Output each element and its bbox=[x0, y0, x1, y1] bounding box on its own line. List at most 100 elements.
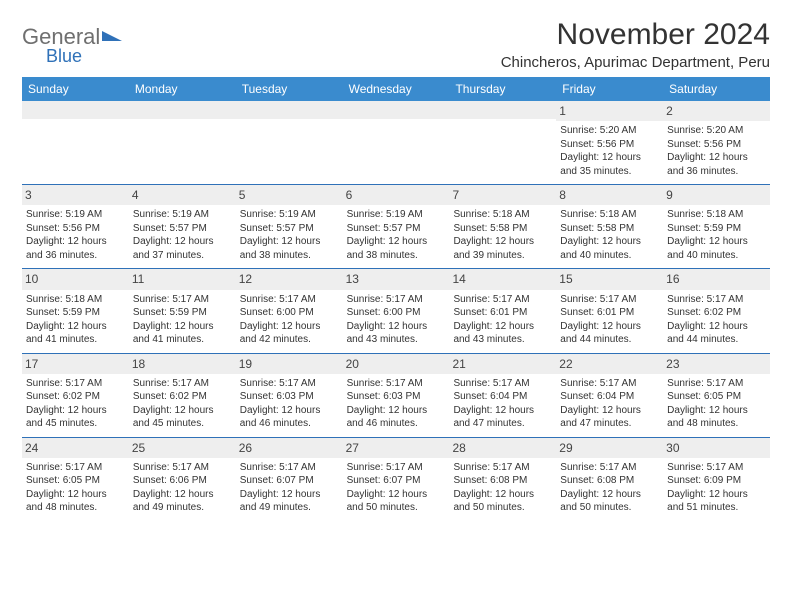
calendar-day: 30Sunrise: 5:17 AMSunset: 6:09 PMDayligh… bbox=[663, 438, 770, 521]
location: Chincheros, Apurimac Department, Peru bbox=[501, 54, 770, 71]
sunrise-text: Sunrise: 5:17 AM bbox=[26, 461, 125, 475]
calendar-day: 25 Sunrise: 5:17 AMSunset: 6:06 PMDayligh… bbox=[129, 438, 236, 521]
day-number: 27 bbox=[343, 438, 450, 458]
daylight-text: Daylight: 12 hours and 44 minutes. bbox=[560, 320, 659, 347]
sunset-text: Sunset: 5:56 PM bbox=[26, 222, 125, 236]
sunset-text: Sunset: 6:04 PM bbox=[560, 390, 659, 404]
sunset-text: Sunset: 6:07 PM bbox=[240, 474, 339, 488]
calendar-day: 15Sunrise: 5:17 AMSunset: 6:01 PMDayligh… bbox=[556, 269, 663, 352]
calendar-day: 2Sunrise: 5:20 AMSunset: 5:56 PMDaylight… bbox=[663, 101, 770, 184]
day-number: 17 bbox=[22, 354, 129, 374]
calendar-week: 1Sunrise: 5:20 AMSunset: 5:56 PMDaylight… bbox=[22, 101, 770, 184]
sunrise-text: Sunrise: 5:20 AM bbox=[667, 124, 766, 138]
daylight-text: Daylight: 12 hours and 50 minutes. bbox=[453, 488, 552, 515]
sunrise-text: Sunrise: 5:17 AM bbox=[133, 377, 232, 391]
weekday-label: Friday bbox=[556, 77, 663, 101]
calendar-day: 23Sunrise: 5:17 AMSunset: 6:05 PMDayligh… bbox=[663, 354, 770, 437]
calendar-day: 5Sunrise: 5:19 AMSunset: 5:57 PMDaylight… bbox=[236, 185, 343, 268]
sunset-text: Sunset: 6:00 PM bbox=[347, 306, 446, 320]
day-number: 26 bbox=[236, 438, 343, 458]
sunset-text: Sunset: 6:03 PM bbox=[240, 390, 339, 404]
daylight-text: Daylight: 12 hours and 40 minutes. bbox=[560, 235, 659, 262]
calendar: Sunday Monday Tuesday Wednesday Thursday… bbox=[22, 77, 770, 521]
day-number: 3 bbox=[22, 185, 129, 205]
sunrise-text: Sunrise: 5:17 AM bbox=[240, 461, 339, 475]
day-number: 14 bbox=[449, 269, 556, 289]
daylight-text: Daylight: 12 hours and 48 minutes. bbox=[667, 404, 766, 431]
day-number: 19 bbox=[236, 354, 343, 374]
sunset-text: Sunset: 5:56 PM bbox=[560, 138, 659, 152]
daylight-text: Daylight: 12 hours and 51 minutes. bbox=[667, 488, 766, 515]
day-number: 20 bbox=[343, 354, 450, 374]
sunrise-text: Sunrise: 5:17 AM bbox=[133, 293, 232, 307]
sunrise-text: Sunrise: 5:17 AM bbox=[667, 293, 766, 307]
sunrise-text: Sunrise: 5:18 AM bbox=[667, 208, 766, 222]
day-number: 30 bbox=[663, 438, 770, 458]
daylight-text: Daylight: 12 hours and 48 minutes. bbox=[26, 488, 125, 515]
sunset-text: Sunset: 6:02 PM bbox=[26, 390, 125, 404]
sunrise-text: Sunrise: 5:18 AM bbox=[560, 208, 659, 222]
calendar-day: 26Sunrise: 5:17 AMSunset: 6:07 PMDayligh… bbox=[236, 438, 343, 521]
day-number: 4 bbox=[129, 185, 236, 205]
sunset-text: Sunset: 6:06 PM bbox=[133, 474, 232, 488]
calendar-week: 24Sunrise: 5:17 AMSunset: 6:05 PMDayligh… bbox=[22, 437, 770, 521]
calendar-day bbox=[343, 101, 450, 184]
calendar-day: 20Sunrise: 5:17 AMSunset: 6:03 PMDayligh… bbox=[343, 354, 450, 437]
day-number: 11 bbox=[129, 269, 236, 289]
day-number: 25 bbox=[129, 438, 236, 458]
sunset-text: Sunset: 5:59 PM bbox=[26, 306, 125, 320]
sunrise-text: Sunrise: 5:17 AM bbox=[133, 461, 232, 475]
sunset-text: Sunset: 6:07 PM bbox=[347, 474, 446, 488]
calendar-day: 9Sunrise: 5:18 AMSunset: 5:59 PMDaylight… bbox=[663, 185, 770, 268]
sunset-text: Sunset: 6:02 PM bbox=[133, 390, 232, 404]
calendar-day: 17Sunrise: 5:17 AMSunset: 6:02 PMDayligh… bbox=[22, 354, 129, 437]
day-number: 15 bbox=[556, 269, 663, 289]
sunrise-text: Sunrise: 5:17 AM bbox=[453, 377, 552, 391]
sunrise-text: Sunrise: 5:17 AM bbox=[240, 377, 339, 391]
daylight-text: Daylight: 12 hours and 45 minutes. bbox=[26, 404, 125, 431]
calendar-day: 28Sunrise: 5:17 AMSunset: 6:08 PMDayligh… bbox=[449, 438, 556, 521]
calendar-day: 14Sunrise: 5:17 AMSunset: 6:01 PMDayligh… bbox=[449, 269, 556, 352]
day-number bbox=[129, 101, 236, 119]
sunrise-text: Sunrise: 5:19 AM bbox=[133, 208, 232, 222]
day-number: 24 bbox=[22, 438, 129, 458]
sunrise-text: Sunrise: 5:17 AM bbox=[240, 293, 339, 307]
calendar-week: 10Sunrise: 5:18 AMSunset: 5:59 PMDayligh… bbox=[22, 268, 770, 352]
daylight-text: Daylight: 12 hours and 46 minutes. bbox=[347, 404, 446, 431]
day-number: 8 bbox=[556, 185, 663, 205]
sunrise-text: Sunrise: 5:17 AM bbox=[560, 461, 659, 475]
sunrise-text: Sunrise: 5:19 AM bbox=[26, 208, 125, 222]
daylight-text: Daylight: 12 hours and 39 minutes. bbox=[453, 235, 552, 262]
sunrise-text: Sunrise: 5:17 AM bbox=[347, 293, 446, 307]
daylight-text: Daylight: 12 hours and 41 minutes. bbox=[26, 320, 125, 347]
weekday-label: Monday bbox=[129, 77, 236, 101]
calendar-day: 27Sunrise: 5:17 AMSunset: 6:07 PMDayligh… bbox=[343, 438, 450, 521]
daylight-text: Daylight: 12 hours and 47 minutes. bbox=[560, 404, 659, 431]
sunrise-text: Sunrise: 5:19 AM bbox=[240, 208, 339, 222]
day-number bbox=[22, 101, 129, 119]
sunset-text: Sunset: 6:04 PM bbox=[453, 390, 552, 404]
sunrise-text: Sunrise: 5:17 AM bbox=[667, 461, 766, 475]
daylight-text: Daylight: 12 hours and 38 minutes. bbox=[240, 235, 339, 262]
daylight-text: Daylight: 12 hours and 43 minutes. bbox=[453, 320, 552, 347]
day-number: 9 bbox=[663, 185, 770, 205]
day-number: 5 bbox=[236, 185, 343, 205]
day-number: 16 bbox=[663, 269, 770, 289]
sunrise-text: Sunrise: 5:17 AM bbox=[667, 377, 766, 391]
weekday-label: Tuesday bbox=[236, 77, 343, 101]
sunset-text: Sunset: 5:58 PM bbox=[560, 222, 659, 236]
triangle-icon bbox=[102, 31, 122, 41]
day-number: 2 bbox=[663, 101, 770, 121]
sunrise-text: Sunrise: 5:17 AM bbox=[453, 461, 552, 475]
daylight-text: Daylight: 12 hours and 50 minutes. bbox=[347, 488, 446, 515]
calendar-day: 12Sunrise: 5:17 AMSunset: 6:00 PMDayligh… bbox=[236, 269, 343, 352]
day-number: 28 bbox=[449, 438, 556, 458]
sunrise-text: Sunrise: 5:18 AM bbox=[453, 208, 552, 222]
daylight-text: Daylight: 12 hours and 40 minutes. bbox=[667, 235, 766, 262]
daylight-text: Daylight: 12 hours and 49 minutes. bbox=[133, 488, 232, 515]
day-number: 13 bbox=[343, 269, 450, 289]
calendar-day: 4Sunrise: 5:19 AMSunset: 5:57 PMDaylight… bbox=[129, 185, 236, 268]
day-number: 12 bbox=[236, 269, 343, 289]
day-number: 18 bbox=[129, 354, 236, 374]
daylight-text: Daylight: 12 hours and 36 minutes. bbox=[26, 235, 125, 262]
